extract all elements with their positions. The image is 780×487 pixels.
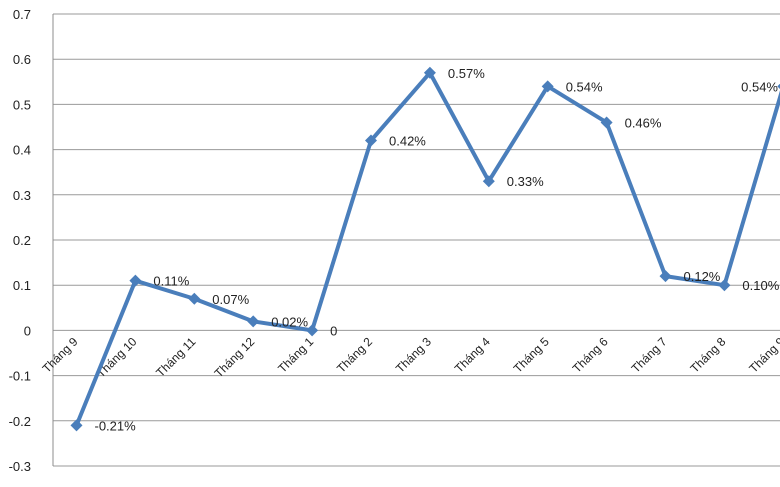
y-tick-label: 0.2 <box>13 233 31 248</box>
x-tick-label: Tháng 4 <box>452 334 493 375</box>
x-tick-label: Tháng 8 <box>687 334 728 375</box>
data-label: 0 <box>330 323 337 338</box>
x-tick-label: Tháng 9 <box>40 334 81 375</box>
data-point <box>129 274 142 287</box>
data-label: 0.12% <box>684 269 721 284</box>
data-label: 0.11% <box>153 274 189 289</box>
data-point <box>659 270 672 283</box>
y-tick-label: 0.7 <box>13 7 31 22</box>
data-point <box>188 292 201 305</box>
data-point <box>482 175 495 188</box>
data-point <box>541 80 554 93</box>
x-tick-label: Tháng 1 <box>275 334 316 375</box>
y-tick-label: 0.5 <box>13 97 31 112</box>
y-tick-label: 0.1 <box>13 278 31 293</box>
x-tick-label: Tháng 7 <box>629 334 670 375</box>
y-tick-label: -0.3 <box>9 459 31 474</box>
y-tick-label: 0 <box>24 323 31 338</box>
x-tick-label: Tháng 12 <box>212 334 258 380</box>
y-tick-label: 0.6 <box>13 52 31 67</box>
x-tick-label: Tháng 3 <box>393 334 434 375</box>
data-label: 0.54% <box>741 79 778 94</box>
data-point <box>777 83 780 90</box>
data-label: 0.07% <box>212 292 249 307</box>
data-point <box>718 279 731 292</box>
data-point <box>600 116 613 129</box>
y-axis-ticks: -0.3 -0.2 -0.1 0 0.1 0.2 0.3 0.4 0.5 0.6 0.7 <box>9 7 31 474</box>
data-label: 0.57% <box>448 66 485 81</box>
data-point <box>423 66 436 79</box>
data-labels: -0.21% 0.11% 0.07% 0.02% 0 0.42% 0.57% 0.33% 0.5… <box>95 66 780 434</box>
series-line-path <box>74 70 780 427</box>
data-label: 0.54% <box>566 79 603 94</box>
data-label: 0.46% <box>625 115 662 130</box>
x-tick-label: Tháng 9 <box>746 334 780 375</box>
y-tick-label: -0.2 <box>9 414 31 429</box>
data-point <box>365 134 377 147</box>
y-tick-label: 0.3 <box>13 188 31 203</box>
data-point <box>306 324 319 337</box>
data-label: 0.02% <box>271 314 308 329</box>
x-axis-ticks: Tháng 9 Tháng 10 Tháng 11 Tháng 12 Tháng 1 Th… <box>40 334 780 380</box>
x-tick-label: Tháng 6 <box>570 334 611 375</box>
x-tick-label: Tháng 11 <box>153 334 198 379</box>
data-label: 0.10% <box>742 278 779 293</box>
data-label: -0.21% <box>95 418 137 433</box>
data-point <box>247 315 260 328</box>
x-tick-label: Tháng 10 <box>94 334 140 380</box>
y-tick-label: -0.1 <box>9 369 31 384</box>
data-label: 0.33% <box>507 174 544 189</box>
y-tick-label: 0.4 <box>13 143 31 158</box>
gridlines <box>53 13 780 467</box>
series-markers <box>70 66 780 432</box>
data-label: 0.42% <box>389 134 426 149</box>
x-tick-label: Tháng 5 <box>511 334 552 375</box>
data-point <box>70 419 83 432</box>
series-line <box>74 70 780 427</box>
x-tick-label: Tháng 2 <box>334 334 375 375</box>
